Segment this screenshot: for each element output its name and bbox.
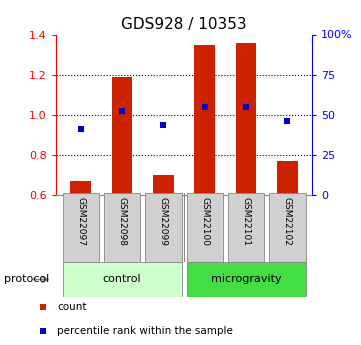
Bar: [228, 193, 264, 262]
Bar: [277, 161, 298, 195]
Bar: [269, 193, 306, 262]
Bar: [195, 45, 215, 195]
Bar: [112, 77, 132, 195]
Text: GSM22098: GSM22098: [118, 197, 127, 246]
Text: protocol: protocol: [4, 275, 49, 284]
Bar: [145, 193, 182, 262]
Title: GDS928 / 10353: GDS928 / 10353: [121, 17, 247, 32]
Bar: [153, 175, 174, 195]
Text: microgravity: microgravity: [211, 275, 282, 284]
Text: GSM22101: GSM22101: [242, 197, 251, 246]
Text: GSM22099: GSM22099: [159, 197, 168, 246]
Bar: [62, 262, 182, 297]
Text: GSM22100: GSM22100: [200, 197, 209, 246]
Text: GSM22097: GSM22097: [76, 197, 85, 246]
Bar: [236, 42, 256, 195]
Bar: [187, 262, 306, 297]
Text: control: control: [103, 275, 142, 284]
Text: percentile rank within the sample: percentile rank within the sample: [57, 326, 233, 336]
Bar: [62, 193, 99, 262]
Text: count: count: [57, 302, 87, 312]
Bar: [70, 181, 91, 195]
Bar: [187, 193, 223, 262]
Bar: [104, 193, 140, 262]
Text: GSM22102: GSM22102: [283, 197, 292, 246]
